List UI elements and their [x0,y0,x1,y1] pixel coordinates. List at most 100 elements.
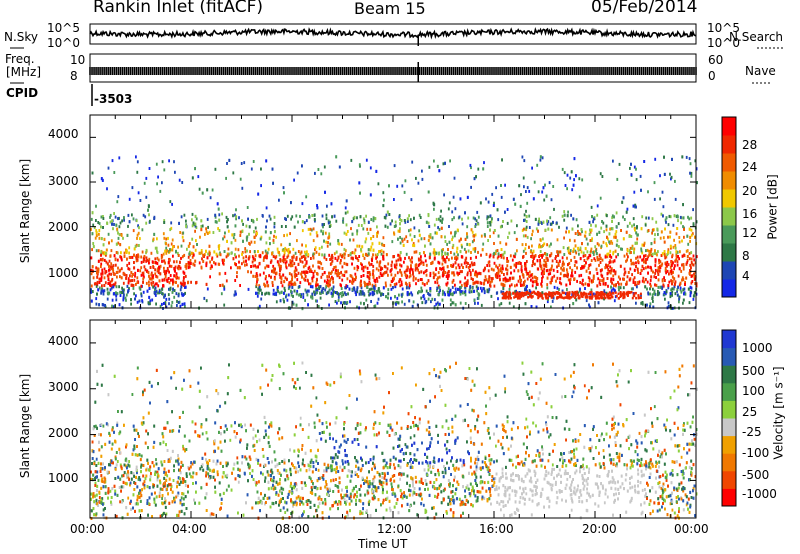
data-cell [239,284,241,287]
data-cell [480,253,482,257]
data-cell [231,233,234,237]
data-cell [232,214,234,218]
data-cell [665,269,667,272]
data-cell [679,250,681,254]
data-cell [150,283,153,287]
data-cell [167,277,170,280]
velocity-ytick: 1000 [48,471,79,485]
data-cell [544,252,547,256]
data-cell [291,215,294,219]
data-cell [230,241,233,245]
data-cell [429,271,432,275]
data-cell [610,227,613,231]
data-cell [142,213,145,217]
data-cell [549,268,551,272]
data-cell [451,235,454,239]
data-cell [522,255,524,259]
data-cell [679,281,682,285]
data-cell [542,237,544,241]
data-cell [395,263,398,267]
data-cell [584,282,587,286]
data-cell [134,244,137,248]
data-cell [453,176,456,180]
data-cell [382,191,385,195]
data-cell [166,279,169,283]
data-cell [273,225,276,229]
data-cell [312,256,315,260]
data-cell [409,258,412,262]
data-cell [338,272,341,276]
data-cell [603,297,605,301]
data-cell [154,293,157,297]
data-cell [149,302,151,306]
x-tick: 20:00 [582,522,617,536]
data-cell [369,193,372,197]
data-cell [191,224,194,228]
data-cell [613,235,615,239]
data-cell [665,216,668,220]
data-cell [667,263,670,267]
data-cell [630,262,633,266]
data-cell [622,237,625,241]
data-cell [342,253,344,257]
data-cell [409,233,412,237]
data-cell [411,293,414,297]
data-cell [613,259,616,263]
data-cell [296,239,298,243]
data-cell [470,261,473,265]
data-cell [495,186,497,190]
data-cell [629,166,631,170]
data-cell [690,274,693,278]
data-cell [570,213,572,217]
data-cell [423,297,426,301]
data-cell [588,220,591,224]
data-cell [103,289,106,293]
data-cell [309,232,312,236]
data-cell [531,276,534,280]
data-cell [119,268,122,272]
data-cell [634,228,636,232]
data-cell [220,292,223,296]
data-cell [249,250,251,254]
data-cell [518,184,521,188]
data-cell [307,227,310,231]
data-cell [541,156,544,160]
data-cell [644,285,647,289]
data-cell [148,274,150,278]
data-cell [429,274,432,278]
data-cell [682,288,685,292]
data-cell [120,233,123,237]
data-cell [432,251,435,255]
data-cell [285,264,287,268]
data-cell [615,255,618,259]
data-cell [667,301,670,305]
data-cell [109,283,111,287]
data-cell [305,290,308,294]
data-cell [322,287,325,291]
data-cell [165,237,168,241]
data-cell [276,287,279,291]
data-cell [427,292,429,295]
data-cell [601,279,603,283]
data-cell [468,243,471,247]
data-cell [321,214,324,218]
data-cell [690,261,693,264]
data-cell [354,278,357,282]
data-cell [170,264,173,268]
data-cell [109,280,112,284]
data-cell [135,259,138,263]
data-cell [163,219,166,223]
data-cell [602,221,605,225]
data-cell [446,256,448,260]
data-cell [155,282,158,286]
data-cell [683,292,685,296]
data-cell [531,280,534,284]
data-cell [536,259,539,263]
data-cell [246,249,248,253]
data-cell [681,276,684,280]
data-cell [437,276,439,280]
data-cell [608,232,611,236]
data-cell [671,253,674,257]
data-cell [140,273,143,277]
data-cell [329,279,331,283]
